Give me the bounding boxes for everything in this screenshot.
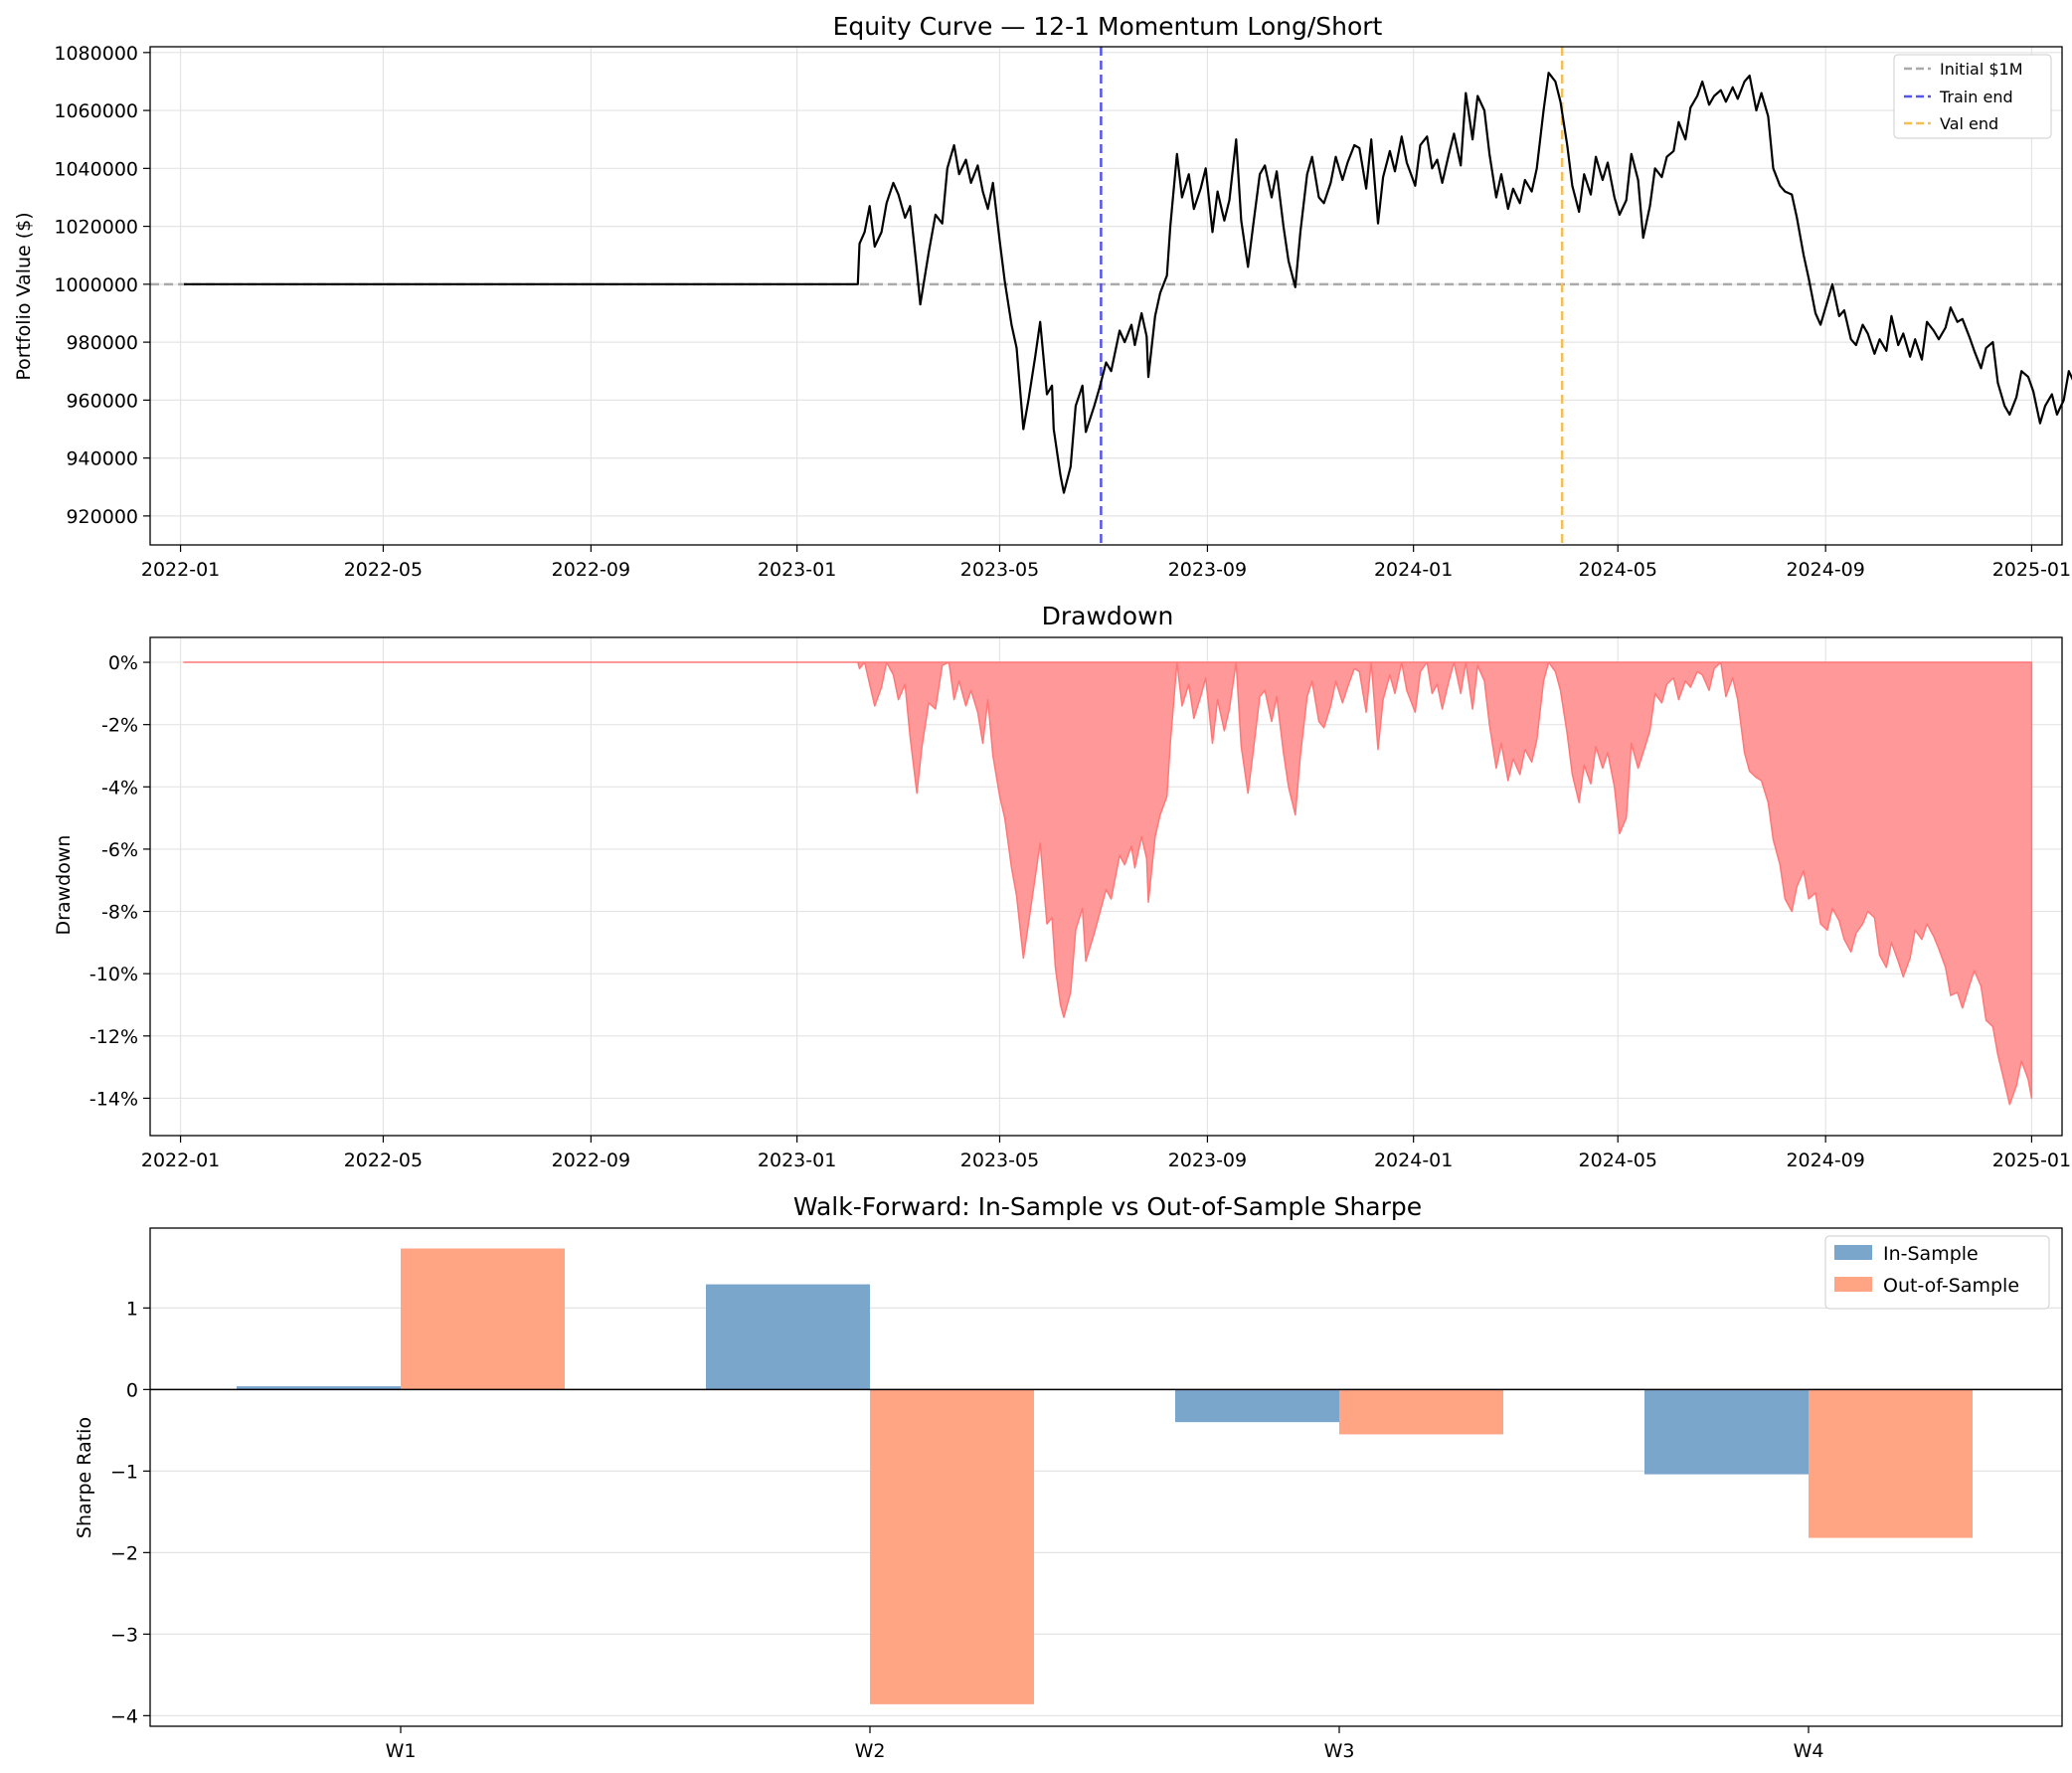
legend-label-val: Val end — [1940, 114, 1998, 133]
y-tick-label: 1020000 — [54, 217, 138, 239]
walkforward-x-ticks: W1 W2 W3 W4 — [386, 1726, 1824, 1762]
equity-line — [184, 72, 2072, 494]
walkforward-ylabel: Sharpe Ratio — [74, 1417, 95, 1538]
x-tick-label: 2024-09 — [1786, 1150, 1864, 1171]
y-tick-label: 960000 — [66, 390, 138, 412]
drawdown-area — [183, 661, 2033, 1106]
walkforward-panel: Walk-Forward: In-Sample vs Out-of-Sample… — [74, 1192, 2063, 1762]
x-tick-label: 2022-09 — [552, 1150, 630, 1171]
x-tick-label: 2022-05 — [344, 559, 423, 581]
y-tick-label: -14% — [89, 1088, 138, 1110]
equity-legend-box — [1893, 54, 2052, 139]
x-tick-label: 2023-05 — [960, 559, 1039, 581]
y-tick-label: 1000000 — [54, 274, 138, 296]
y-tick-label: -4% — [101, 777, 138, 798]
x-tick-label: 2023-09 — [1168, 1150, 1247, 1171]
x-tick-label: 2025-01 — [1992, 1150, 2071, 1171]
legend-label-in-sample: In-Sample — [1883, 1243, 1979, 1265]
y-tick-label: −2 — [110, 1542, 138, 1564]
x-tick-label: 2022-09 — [552, 559, 630, 581]
x-tick-label: 2025-01 — [1992, 559, 2071, 581]
drawdown-title: Drawdown — [1042, 602, 1174, 630]
x-tick-label: W3 — [1324, 1740, 1355, 1762]
y-tick-label: -6% — [101, 839, 138, 861]
x-tick-label: 2023-09 — [1168, 559, 1247, 581]
x-tick-label: 2022-05 — [344, 1150, 423, 1171]
x-tick-label: 2023-05 — [960, 1150, 1039, 1171]
walkforward-bars — [237, 1248, 1973, 1704]
bar-in-sample-w1 — [237, 1386, 401, 1390]
x-tick-label: 2024-05 — [1579, 559, 1657, 581]
bar-in-sample-w3 — [1175, 1389, 1339, 1423]
drawdown-y-ticks: 0% -2% -4% -6% -8% -10% -12% -14% — [89, 652, 150, 1110]
x-tick-label: 2022-01 — [141, 559, 220, 581]
bar-out-of-sample-w4 — [1809, 1389, 1973, 1538]
equity-reference-lines — [150, 47, 2062, 545]
bar-out-of-sample-w2 — [870, 1389, 1034, 1704]
bar-in-sample-w4 — [1644, 1389, 1809, 1475]
equity-axes-frame — [149, 46, 2063, 546]
equity-legend: Initial $1M Train end Val end — [1893, 54, 2052, 139]
y-tick-label: −4 — [110, 1705, 138, 1727]
x-tick-label: W1 — [386, 1740, 417, 1762]
bar-in-sample-w2 — [706, 1284, 870, 1390]
equity-x-ticks: 2022-01 2022-05 2022-09 2023-01 2023-05 2023-… — [141, 545, 2071, 581]
drawdown-axes-frame — [149, 636, 2063, 1137]
y-tick-label: 1040000 — [54, 158, 138, 180]
x-tick-label: W2 — [855, 1740, 886, 1762]
y-tick-label: 980000 — [66, 332, 138, 354]
y-tick-label: −1 — [110, 1461, 138, 1483]
equity-ylabel: Portfolio Value ($) — [13, 212, 35, 380]
y-tick-label: 1080000 — [54, 43, 138, 65]
legend-label-initial: Initial $1M — [1940, 60, 2023, 79]
x-tick-label: 2024-01 — [1374, 1150, 1453, 1171]
y-tick-label: 0 — [126, 1379, 138, 1401]
walkforward-legend: In-Sample Out-of-Sample — [1824, 1235, 2050, 1310]
y-tick-label: −3 — [110, 1624, 138, 1646]
y-tick-label: 1 — [126, 1298, 138, 1320]
bar-out-of-sample-w3 — [1339, 1389, 1503, 1435]
legend-swatch-in-sample — [1834, 1245, 1872, 1260]
equity-y-ticks: 920000 940000 960000 980000 1000000 1020000 10… — [54, 43, 150, 528]
x-tick-label: 2024-01 — [1374, 559, 1453, 581]
drawdown-x-ticks: 2022-01 2022-05 2022-09 2023-01 2023-05 2023-… — [141, 1136, 2071, 1171]
x-tick-label: 2024-05 — [1579, 1150, 1657, 1171]
drawdown-panel: Drawdown Drawdown 2022-01 2022-05 2022-09 2… — [53, 602, 2071, 1171]
legend-label-train: Train end — [1939, 88, 2013, 106]
y-tick-label: 920000 — [66, 506, 138, 528]
x-tick-label: 2023-01 — [758, 1150, 836, 1171]
walkforward-title: Walk-Forward: In-Sample vs Out-of-Sample… — [793, 1192, 1422, 1221]
y-tick-label: -2% — [101, 715, 138, 737]
y-tick-label: 0% — [108, 652, 138, 674]
equity-title: Equity Curve — 12-1 Momentum Long/Short — [833, 12, 1383, 41]
legend-label-out-of-sample: Out-of-Sample — [1883, 1275, 2019, 1297]
y-tick-label: 940000 — [66, 448, 138, 470]
legend-swatch-out-of-sample — [1834, 1277, 1872, 1292]
y-tick-label: -12% — [89, 1026, 138, 1048]
walkforward-y-ticks: −4 −3 −2 −1 0 1 — [110, 1298, 150, 1727]
y-tick-label: -8% — [101, 902, 138, 924]
x-tick-label: W4 — [1794, 1740, 1824, 1762]
x-tick-label: 2023-01 — [758, 559, 836, 581]
y-tick-label: -10% — [89, 964, 138, 985]
bar-out-of-sample-w1 — [401, 1248, 565, 1390]
x-tick-label: 2024-09 — [1786, 559, 1864, 581]
drawdown-ylabel: Drawdown — [53, 835, 75, 936]
equity-curve-panel: Equity Curve — 12-1 Momentum Long/Short … — [13, 12, 2072, 581]
x-tick-label: 2022-01 — [141, 1150, 220, 1171]
y-tick-label: 1060000 — [54, 100, 138, 122]
walkforward-axes-frame — [149, 1227, 2063, 1727]
walkforward-legend-box — [1824, 1235, 2050, 1310]
